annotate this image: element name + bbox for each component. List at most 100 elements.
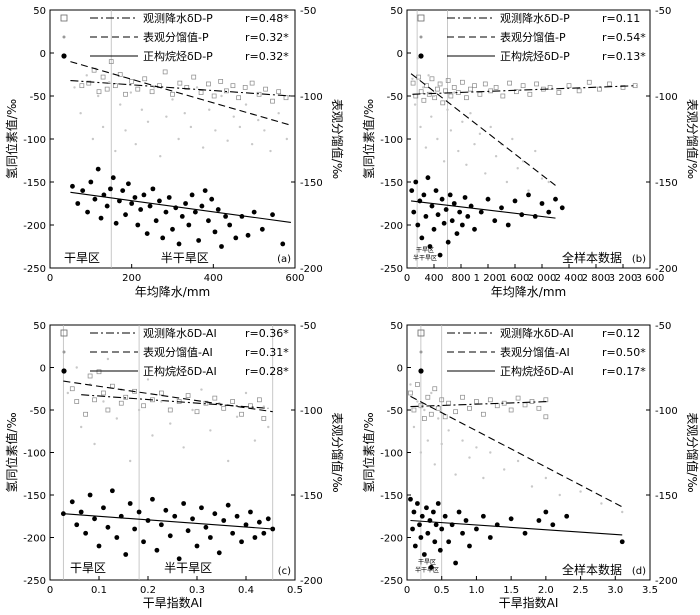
data-point-square (556, 90, 562, 95)
data-point-filled (539, 201, 545, 206)
y-left-tick-label: -150 (380, 178, 403, 189)
x-tick-label: 0 (47, 585, 53, 596)
data-point-square (494, 403, 500, 409)
data-point-filled (206, 218, 211, 224)
y-left-tick-label: 0 (40, 364, 46, 375)
data-point-filled (265, 516, 271, 522)
data-point-filled (230, 530, 236, 536)
legend-marker-filled (61, 368, 67, 374)
y-left-tick-label: -50 (30, 406, 46, 417)
data-point-dot (424, 146, 428, 149)
legend-label: 正构烷烃δD-AI (500, 364, 574, 378)
data-point-square (424, 83, 429, 89)
data-point-dot (468, 456, 471, 459)
data-point-filled (446, 539, 452, 545)
data-point-filled (526, 192, 531, 198)
data-point-filled (114, 535, 120, 540)
data-point-filled (209, 196, 215, 202)
data-point-filled (443, 207, 449, 212)
data-point-filled (207, 535, 213, 540)
data-point-filled (87, 492, 93, 498)
series-3 (70, 166, 291, 249)
data-point-filled (442, 513, 448, 519)
x-tick-label: 0.5 (434, 585, 450, 596)
data-point-filled (138, 207, 144, 212)
series-2 (70, 61, 292, 158)
series-1 (69, 369, 269, 421)
y-left-tick-label: -100 (380, 135, 403, 146)
legend-stat: r=0.12 (602, 327, 640, 340)
region-label: 半干旱区 (164, 561, 212, 575)
data-point-filled (433, 188, 439, 194)
data-point-dot (119, 103, 122, 106)
y-left-axis-label: 氢同位素值/‰ (4, 412, 19, 492)
data-point-filled (239, 539, 244, 545)
chart-panel-4: 0 0.5 1.0 1.5 2.0 2.5 3.0 3.5 50 0 -50 -100 -150 -200… (361, 321, 700, 610)
data-point-dot (494, 155, 498, 158)
data-point-filled (508, 516, 514, 522)
data-point-filled (199, 505, 204, 511)
data-point-filled (423, 214, 429, 219)
data-point-square (416, 74, 421, 80)
data-point-filled (433, 522, 439, 528)
data-point-dot (183, 112, 186, 115)
data-point-square (123, 394, 129, 400)
data-point-filled (546, 209, 552, 215)
data-point-filled (419, 513, 425, 519)
data-point-filled (411, 509, 417, 515)
y-left-tick-label: -150 (23, 178, 46, 189)
data-point-square (566, 83, 572, 89)
data-point-square (482, 81, 488, 87)
data-point-filled (120, 188, 126, 194)
data-point-filled (154, 547, 160, 553)
data-point-filled (69, 499, 75, 505)
data-point-square (177, 80, 183, 86)
y-left-tick-label: -250 (380, 264, 403, 275)
data-point-dot (235, 415, 239, 418)
data-point-square (522, 402, 528, 408)
data-point-dot (437, 417, 440, 420)
trend-line (63, 380, 273, 413)
data-point-square (87, 373, 93, 379)
data-point-square (261, 416, 267, 421)
trend-line (410, 519, 623, 536)
data-point-filled (186, 222, 192, 228)
data-point-dot (169, 422, 172, 425)
region-label: 半干旱区 (161, 251, 209, 265)
data-point-filled (108, 186, 113, 192)
y-left-tick-label: 50 (390, 321, 403, 332)
y-right-tick-label: -100 (300, 92, 323, 103)
legend-stat: r=0.32* (245, 31, 289, 44)
y-right-tick-label: -200 (655, 576, 678, 587)
legend-label: 观测降水δD-P (500, 11, 570, 25)
data-point-square (435, 405, 441, 411)
data-point-square (242, 85, 248, 90)
data-point-filled (196, 238, 202, 243)
data-point-square (432, 386, 438, 392)
data-point-dot (430, 391, 433, 395)
data-point-filled (485, 196, 491, 202)
data-point-dot (416, 56, 419, 60)
data-point-square (421, 97, 427, 103)
y-left-tick-label: -150 (23, 491, 46, 502)
data-point-dot (269, 149, 272, 153)
data-point-square (96, 369, 102, 375)
data-point-filled (234, 513, 240, 519)
y-left-axis-label: 氢同位素值/‰ (4, 99, 19, 179)
data-point-dot (220, 94, 223, 98)
data-point-dot (85, 74, 88, 77)
data-point-filled (459, 222, 465, 228)
data-point-filled (212, 229, 218, 235)
data-point-square (460, 394, 465, 400)
data-point-filled (105, 524, 111, 530)
data-point-filled (185, 528, 191, 534)
data-point-dot (449, 129, 453, 132)
data-point-dot (461, 439, 464, 442)
data-point-square (440, 100, 446, 106)
data-point-filled (619, 539, 625, 545)
data-point-dot (208, 108, 211, 111)
data-point-filled (74, 522, 80, 528)
data-point-dot (427, 74, 430, 77)
data-point-filled (92, 196, 98, 202)
trend-line (410, 400, 550, 408)
